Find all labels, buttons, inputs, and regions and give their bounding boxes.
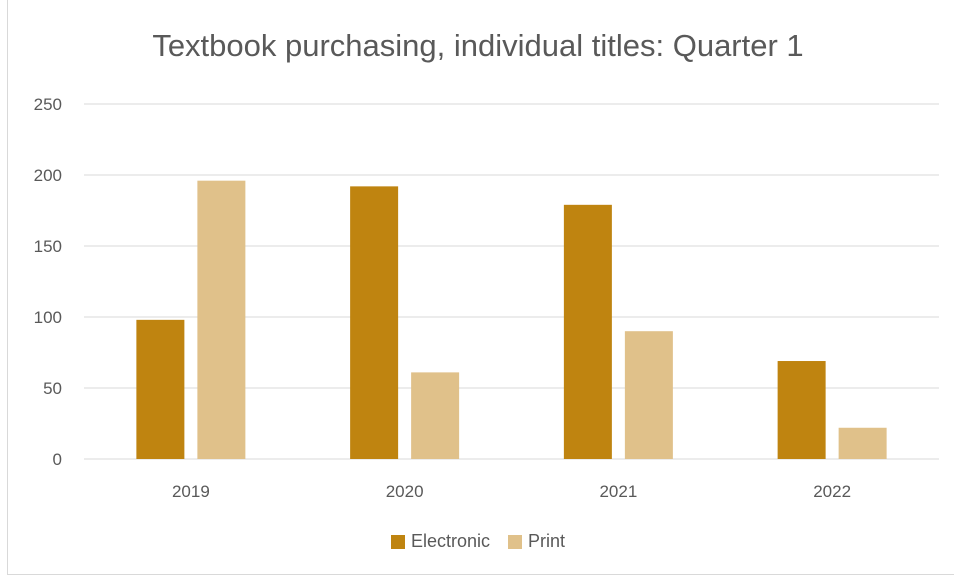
- x-tick-label: 2021: [599, 482, 637, 501]
- bars: [136, 180, 887, 460]
- bar-electronic-2021: [563, 204, 612, 459]
- legend-swatch-electronic: [390, 534, 405, 549]
- legend-label-electronic: Electronic: [410, 531, 490, 551]
- bar-print-2022: [838, 427, 887, 459]
- legend-item-print: Print: [508, 531, 565, 552]
- bar-print-2020: [411, 372, 460, 459]
- y-tick-label: 0: [53, 450, 62, 469]
- bar-electronic-2019: [136, 319, 185, 459]
- legend: Electronic Print: [0, 531, 956, 552]
- chart-frame: [7, 0, 954, 575]
- x-tick-label: 2022: [813, 482, 851, 501]
- x-tick-label: 2020: [386, 482, 424, 501]
- y-tick-label: 100: [34, 308, 62, 327]
- bar-print-2019: [197, 180, 246, 459]
- legend-label-print: Print: [528, 531, 566, 551]
- y-tick-label: 150: [34, 237, 62, 256]
- bar-electronic-2020: [350, 186, 399, 460]
- bar-print-2021: [624, 331, 673, 459]
- y-axis-tick-labels: 0 50 100 150 200 250: [34, 95, 62, 469]
- y-tick-label: 250: [34, 95, 62, 114]
- bar-electronic-2022: [777, 361, 826, 459]
- legend-item-electronic: Electronic: [390, 531, 490, 552]
- y-tick-label: 200: [34, 166, 62, 185]
- chart-title: Textbook purchasing, individual titles: …: [152, 28, 804, 63]
- legend-swatch-print: [508, 534, 522, 549]
- y-tick-label: 50: [43, 379, 62, 398]
- x-tick-label: 2019: [172, 482, 210, 501]
- x-axis-tick-labels: 2019 2020 2021 2022: [172, 482, 851, 501]
